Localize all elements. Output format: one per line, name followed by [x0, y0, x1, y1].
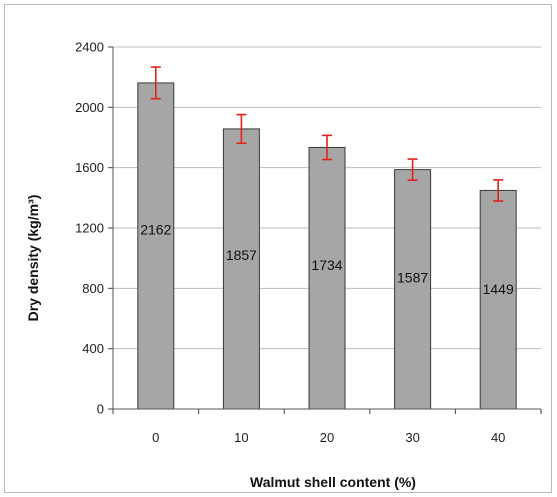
y-tick-label: 0: [97, 402, 104, 417]
y-tick-label: 2400: [75, 40, 104, 55]
y-tick-label: 2000: [75, 100, 104, 115]
x-tick-label: 40: [491, 430, 505, 445]
axes: [108, 46, 542, 414]
y-tick-labels: 0 400 800 1200 1600 2000 2400: [75, 40, 104, 417]
y-tick-label: 800: [82, 281, 104, 296]
bar-30: [394, 169, 432, 410]
bar-40: [479, 189, 517, 410]
bars: [137, 82, 517, 410]
data-label-0: 2162: [140, 222, 171, 238]
x-tick-label: 10: [234, 430, 248, 445]
data-label-10: 1857: [226, 247, 257, 263]
y-tick-label: 1600: [75, 160, 104, 175]
chart-frame: [4, 4, 552, 493]
x-tick-label: 30: [405, 430, 419, 445]
x-axis-title: Walmut shell content (%): [250, 474, 416, 490]
bar-20: [308, 146, 346, 410]
x-tick-label: 0: [152, 430, 159, 445]
data-label-30: 1587: [397, 269, 428, 285]
data-label-40: 1449: [483, 281, 514, 297]
bar-0: [137, 82, 175, 410]
gridlines: [113, 46, 541, 350]
y-tick-label: 1200: [75, 221, 104, 236]
y-axis-title: Dry density (kg/m³): [25, 195, 41, 322]
data-label-20: 1734: [311, 257, 342, 273]
y-tick-label: 400: [82, 341, 104, 356]
bar-10: [222, 128, 260, 410]
data-labels: 2162 1857 1734 1587 1449: [140, 222, 514, 297]
error-bars: [150, 66, 504, 202]
x-tick-labels: 0 10 20 30 40: [152, 430, 505, 445]
x-tick-label: 20: [320, 430, 334, 445]
